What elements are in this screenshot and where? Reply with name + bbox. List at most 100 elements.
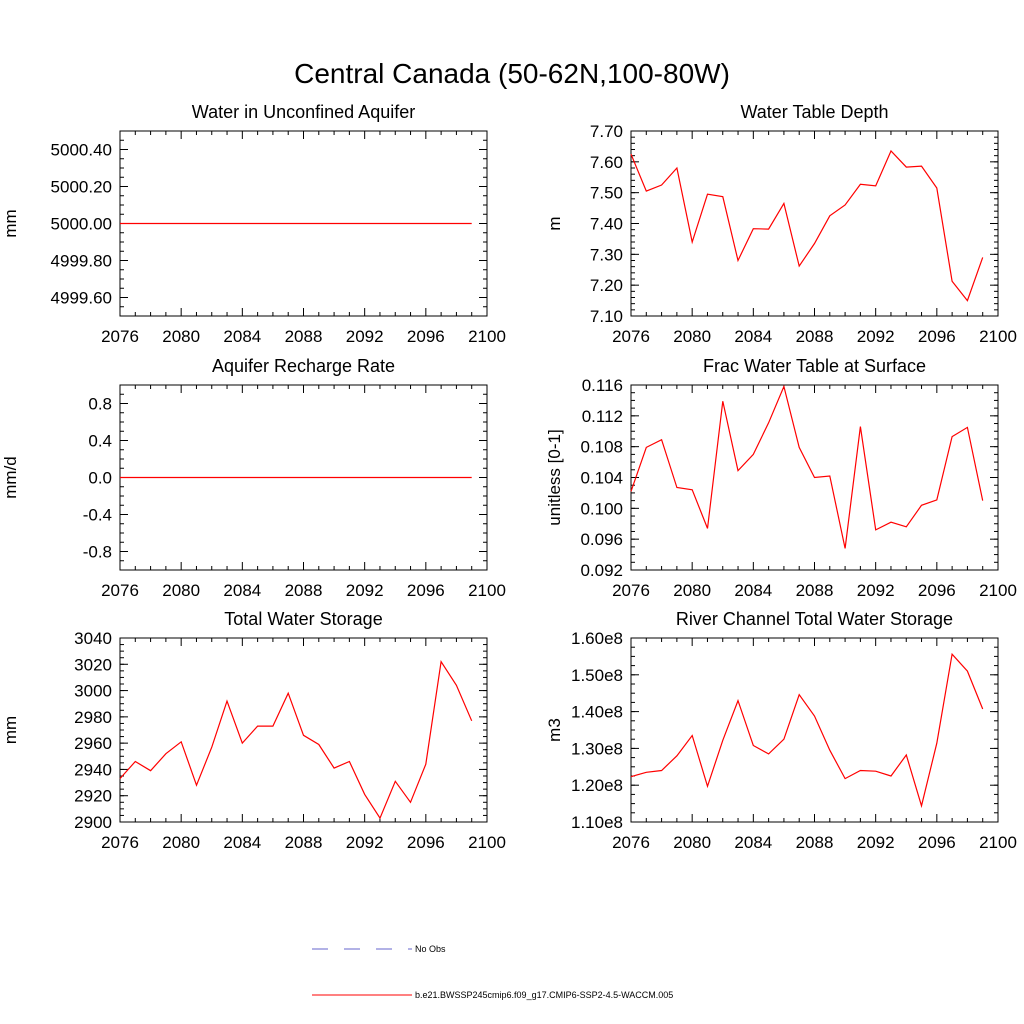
y-tick-label: 7.50: [590, 184, 623, 203]
y-tick-label: 2980: [74, 708, 112, 727]
x-tick-label: 2092: [346, 833, 384, 852]
x-tick-label: 2076: [612, 581, 650, 600]
y-tick-label: 3040: [74, 629, 112, 648]
x-tick-label: 2096: [918, 833, 956, 852]
x-tick-label: 2092: [857, 833, 895, 852]
x-tick-label: 2088: [285, 327, 323, 346]
y-tick-label: 0.104: [580, 469, 623, 488]
y-tick-label: 4999.60: [51, 289, 112, 308]
y-axis-label: mm: [1, 716, 20, 744]
panel-6: River Channel Total Water Storage 2076 208…: [545, 609, 1017, 852]
y-tick-label: 1.60e8: [571, 629, 623, 648]
x-tick-label: 2076: [612, 833, 650, 852]
y-tick-label: 0.4: [88, 432, 112, 451]
legend: No Obs b.e21.BWSSP245cmip6.f09_g17.CMIP6…: [312, 944, 673, 1000]
y-tick-label: 0.100: [580, 499, 623, 518]
x-tick-label: 2080: [162, 327, 200, 346]
y-tick-label: 7.20: [590, 276, 623, 295]
panel-2: Water Table Depth 2076 2080 2084 2088 2092 209…: [545, 102, 1017, 346]
x-tick-label: 2088: [796, 581, 834, 600]
x-tick-label: 2100: [468, 327, 506, 346]
y-tick-label: 3020: [74, 655, 112, 674]
x-tick-label: 2100: [979, 581, 1017, 600]
plot-frame: [630, 637, 999, 823]
x-tick-label: 2084: [734, 833, 772, 852]
series-line: [630, 652, 984, 809]
x-tick-label: 2096: [918, 581, 956, 600]
panel-3: Aquifer Recharge Rate 2076 2080 2084 2088 209…: [1, 356, 506, 600]
x-tick-label: 2076: [101, 327, 139, 346]
panels: Water in Unconfined Aquifer 2076 2080 2084 2…: [1, 102, 1017, 852]
y-tick-label: 7.40: [590, 215, 623, 234]
x-tick-label: 2084: [223, 327, 261, 346]
panel-title: Water in Unconfined Aquifer: [192, 102, 415, 122]
x-tick-label: 2096: [407, 327, 445, 346]
x-tick-label: 2092: [346, 581, 384, 600]
x-tick-label: 2084: [223, 833, 261, 852]
x-tick-label: 2092: [346, 327, 384, 346]
y-tick-label: 0.116: [582, 376, 623, 395]
y-axis-label: unitless [0-1]: [545, 429, 564, 525]
y-axis-label: m3: [545, 718, 564, 742]
x-tick-label: 2088: [796, 327, 834, 346]
y-tick-label: -0.8: [83, 543, 112, 562]
x-tick-label: 2096: [407, 581, 445, 600]
legend-label-no-obs: No Obs: [415, 944, 446, 954]
x-tick-label: 2080: [673, 581, 711, 600]
panel-title: Total Water Storage: [224, 609, 382, 629]
panel-4: Frac Water Table at Surface 2076 2080 2084 2…: [545, 356, 1017, 600]
y-axis-label: mm: [1, 209, 20, 237]
panel-1: Water in Unconfined Aquifer 2076 2080 2084 2…: [1, 102, 506, 346]
series-line: [119, 660, 473, 820]
x-tick-label: 2100: [468, 833, 506, 852]
y-tick-label: 0.096: [580, 530, 623, 549]
y-tick-label: 2920: [74, 787, 112, 806]
x-tick-label: 2076: [101, 581, 139, 600]
y-tick-label: 5000.40: [51, 141, 112, 160]
x-tick-label: 2084: [734, 327, 772, 346]
panel-title: River Channel Total Water Storage: [676, 609, 953, 629]
x-tick-label: 2100: [468, 581, 506, 600]
x-tick-label: 2100: [979, 327, 1017, 346]
x-tick-label: 2080: [673, 327, 711, 346]
legend-entry-no-obs: No Obs: [312, 944, 446, 954]
y-tick-label: 4999.80: [51, 252, 112, 271]
panel-title: Frac Water Table at Surface: [703, 356, 926, 376]
y-axis-label: m: [545, 216, 564, 230]
y-tick-label: 1.20e8: [571, 776, 623, 795]
y-tick-label: 1.30e8: [571, 739, 623, 758]
x-tick-label: 2100: [979, 833, 1017, 852]
y-tick-label: 7.60: [590, 153, 623, 172]
y-tick-label: 7.10: [590, 307, 623, 326]
y-tick-label: -0.4: [83, 506, 112, 525]
x-tick-label: 2088: [285, 581, 323, 600]
y-tick-label: 5000.00: [51, 215, 112, 234]
x-tick-label: 2092: [857, 581, 895, 600]
x-tick-label: 2096: [407, 833, 445, 852]
y-tick-label: 1.50e8: [571, 666, 623, 685]
x-tick-label: 2088: [796, 833, 834, 852]
y-tick-label: 7.30: [590, 245, 623, 264]
x-tick-label: 2080: [673, 833, 711, 852]
y-tick-label: 7.70: [590, 122, 623, 141]
y-tick-label: 3000: [74, 682, 112, 701]
y-tick-label: 0.0: [88, 469, 112, 488]
x-tick-label: 2080: [162, 833, 200, 852]
y-tick-label: 5000.20: [51, 178, 112, 197]
y-tick-label: 1.40e8: [571, 703, 623, 722]
series-line: [630, 149, 984, 302]
x-tick-label: 2080: [162, 581, 200, 600]
x-tick-label: 2092: [857, 327, 895, 346]
y-tick-label: 0.8: [88, 395, 112, 414]
x-tick-label: 2076: [101, 833, 139, 852]
y-tick-label: 2940: [74, 760, 112, 779]
y-tick-label: 2900: [74, 813, 112, 832]
legend-entry-model: b.e21.BWSSP245cmip6.f09_g17.CMIP6-SSP2-4…: [312, 990, 673, 1000]
x-tick-label: 2088: [285, 833, 323, 852]
y-tick-label: 0.092: [580, 561, 623, 580]
y-axis-label: mm/d: [1, 456, 20, 499]
panel-title: Aquifer Recharge Rate: [212, 356, 395, 376]
x-tick-label: 2084: [734, 581, 772, 600]
panel-5: Total Water Storage 2076 2080 2084 2088 2092 2…: [1, 609, 506, 852]
